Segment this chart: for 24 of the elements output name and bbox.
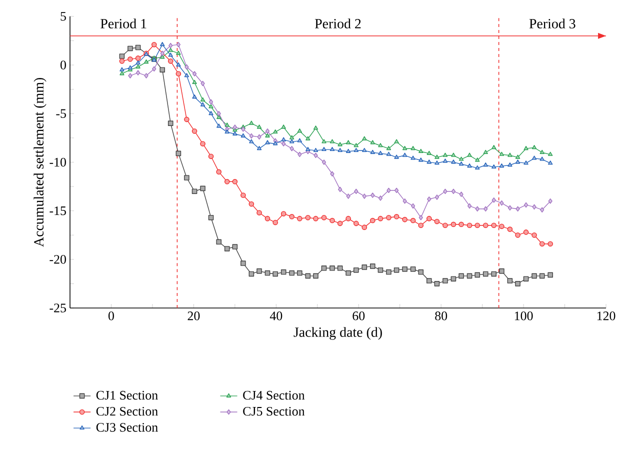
y-tick-label: 0 — [60, 60, 66, 70]
y-tick-label: -10 — [50, 158, 66, 167]
x-tick-label: 20 — [188, 312, 200, 320]
legend-label: CJ1 Section — [96, 390, 158, 400]
legend-label: CJ2 Section — [96, 406, 158, 416]
x-axis-title: Jacking date (d) — [294, 327, 382, 340]
annotation: Period 2 — [314, 18, 361, 28]
x-tick-label: 60 — [352, 312, 365, 320]
legend-label: CJ3 Section — [96, 423, 158, 432]
x-tick-label: 100 — [514, 312, 533, 320]
legend-label: CJ4 Section — [243, 390, 305, 400]
annotation: Period 1 — [100, 18, 146, 28]
x-tick-label: 120 — [597, 312, 616, 320]
y-tick-label: -20 — [50, 255, 66, 264]
y-tick-label: -15 — [50, 206, 66, 216]
annotation: Period 3 — [529, 18, 576, 28]
y-tick-label: -5 — [56, 109, 66, 118]
legend-label: CJ5 Section — [243, 406, 305, 416]
y-axis-title: Accumulated settlement (mm) — [34, 78, 46, 247]
x-tick-label: 40 — [270, 312, 282, 320]
x-tick-label: 0 — [108, 312, 114, 320]
y-tick-label: -25 — [50, 304, 66, 312]
y-tick-label: 5 — [60, 12, 66, 21]
x-tick-label: 80 — [435, 312, 448, 320]
